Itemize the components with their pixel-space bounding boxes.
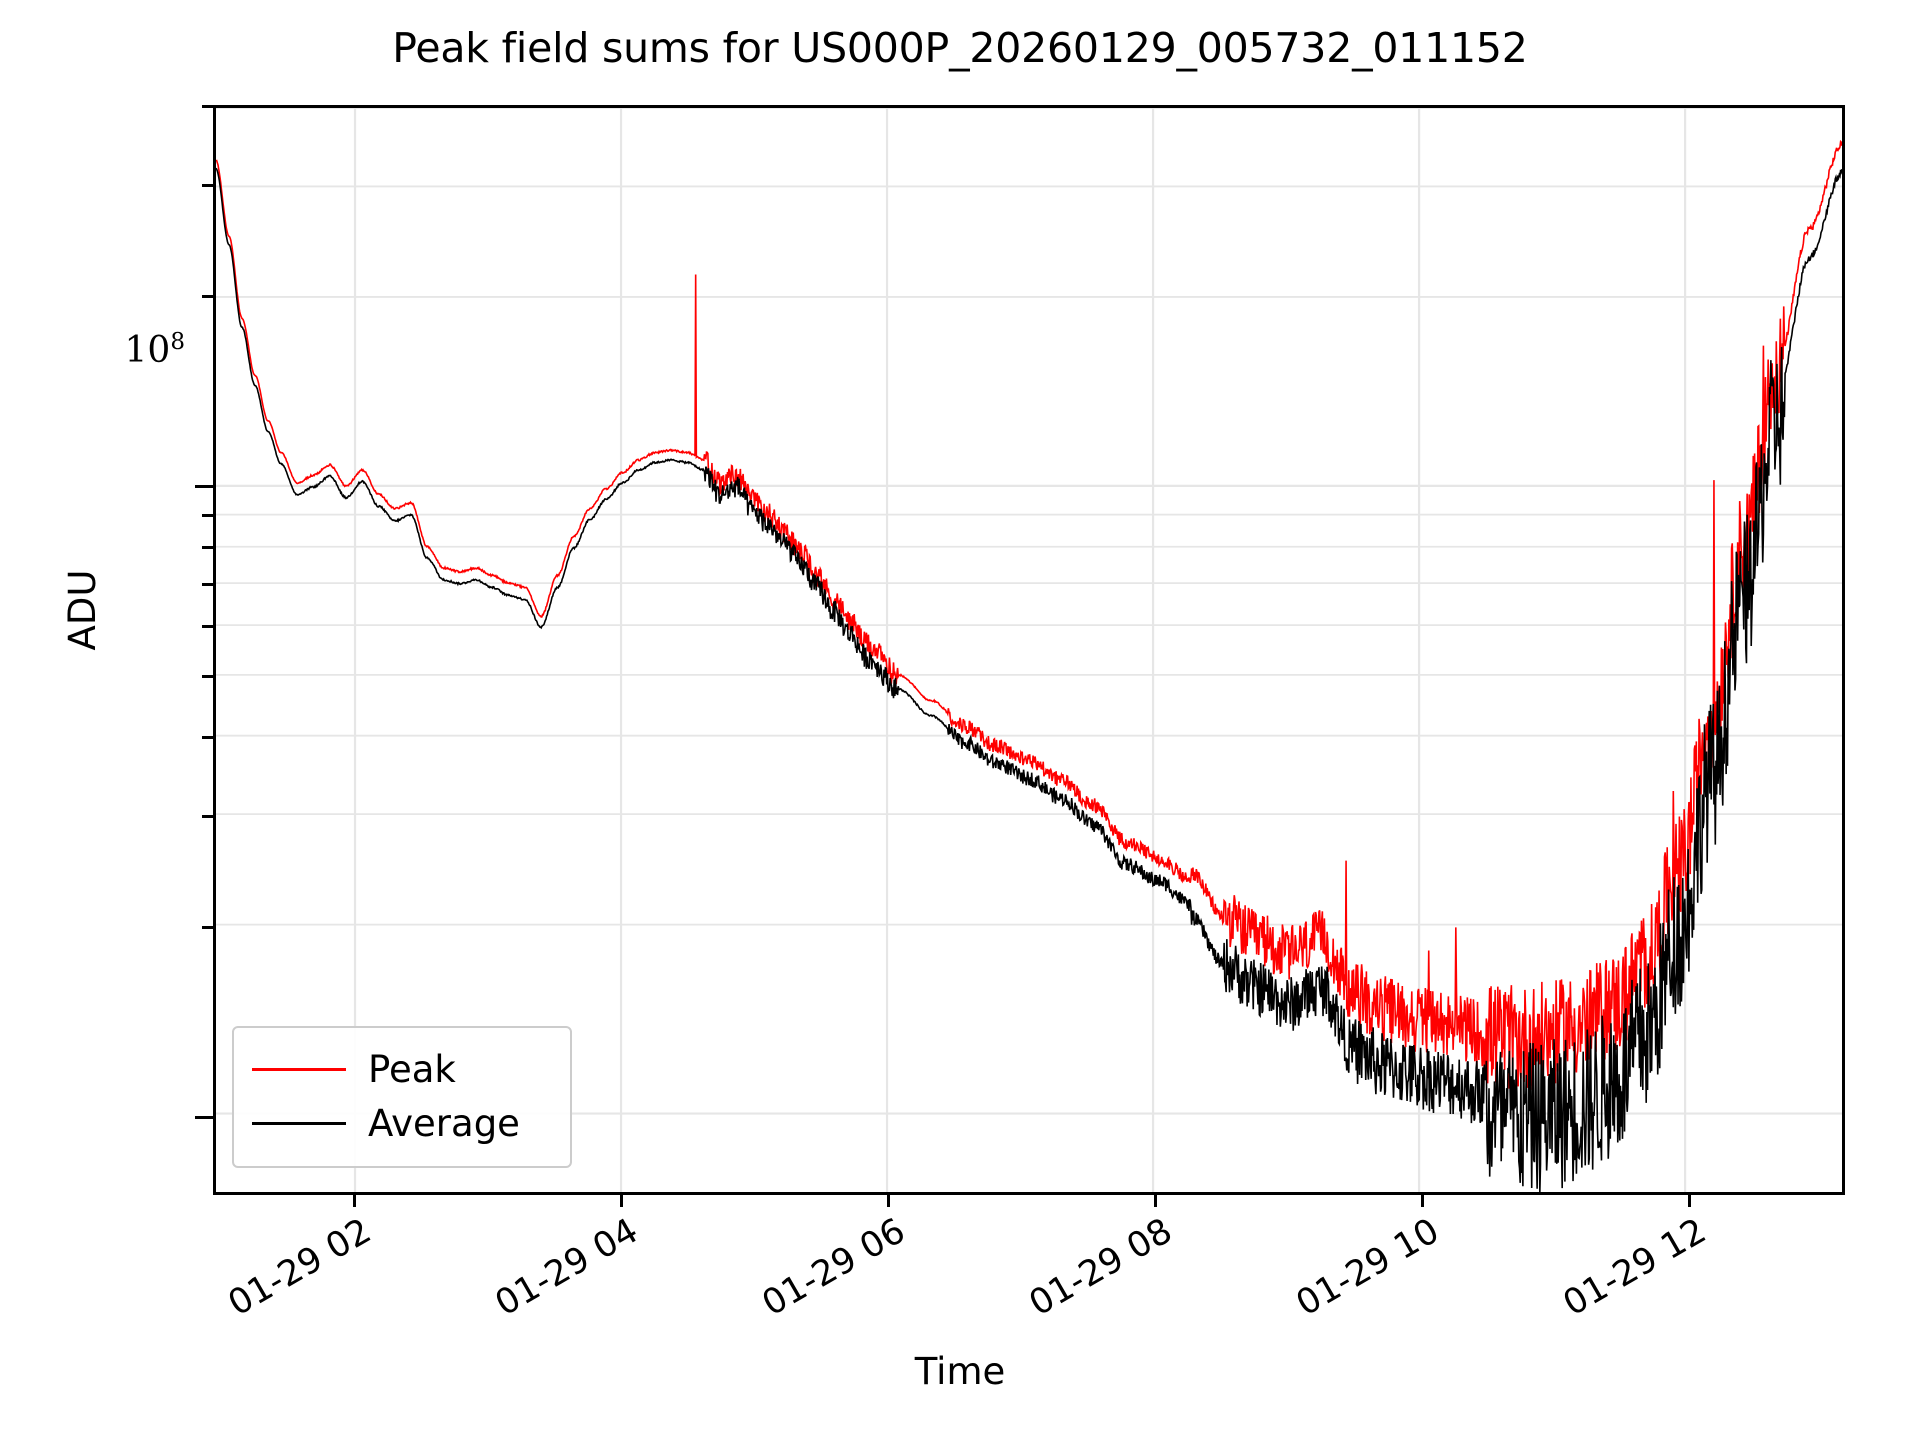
- legend-line-swatch-average: [252, 1121, 346, 1125]
- y-axis-label: ADU: [61, 569, 104, 651]
- y-tick-minor: [202, 815, 213, 818]
- legend-label-average: Average: [368, 1101, 520, 1145]
- y-tick-minor: [202, 105, 213, 108]
- y-tick-major: [195, 1116, 213, 1120]
- x-tick-mark: [886, 1195, 890, 1207]
- x-tick-label: 01-29 10: [1289, 1211, 1446, 1325]
- y-tick-minor: [202, 546, 213, 550]
- legend-item-peak: Peak: [252, 1042, 552, 1096]
- x-tick-mark: [352, 1195, 356, 1207]
- y-tick-minor: [202, 582, 213, 586]
- y-tick-minor: [202, 183, 213, 187]
- y-tick-minor: [202, 625, 213, 628]
- y-tick-minor: [202, 736, 213, 740]
- y-tick-minor: [202, 926, 213, 930]
- x-tick-mark: [1153, 1195, 1157, 1207]
- x-tick-mark: [1420, 1195, 1424, 1207]
- chart-title: Peak field sums for US000P_20260129_0057…: [392, 24, 1528, 72]
- legend-label-peak: Peak: [368, 1047, 456, 1091]
- x-tick-label: 01-29 04: [488, 1211, 645, 1325]
- plot-area: [213, 105, 1845, 1195]
- y-tick-minor: [202, 294, 213, 298]
- y-axis-tick-label: 108: [124, 329, 185, 371]
- legend-line-swatch-peak: [252, 1067, 346, 1071]
- data-layer: [216, 108, 1842, 1192]
- x-tick-label: 01-29 02: [221, 1211, 378, 1325]
- x-tick-mark: [619, 1195, 623, 1207]
- x-tick-mark: [1687, 1195, 1691, 1207]
- series-line-peak: [216, 142, 1842, 1090]
- y-tick-major: [195, 484, 213, 488]
- legend-item-average: Average: [252, 1096, 552, 1150]
- legend: Peak Average: [232, 1026, 572, 1168]
- y-tick-minor: [202, 513, 213, 517]
- series-line-average: [216, 168, 1842, 1192]
- x-tick-label: 01-29 12: [1556, 1211, 1713, 1325]
- x-tick-label: 01-29 06: [755, 1211, 912, 1325]
- y-tick-minor: [202, 674, 213, 678]
- x-tick-label: 01-29 08: [1022, 1211, 1179, 1325]
- x-axis-label: Time: [914, 1350, 1006, 1393]
